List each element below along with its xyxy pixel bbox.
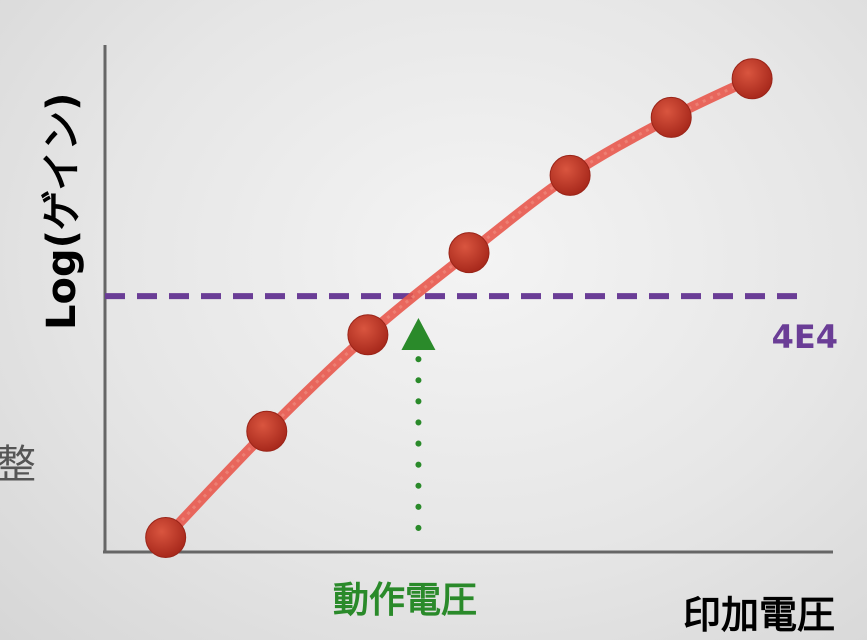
edge-text: 整: [0, 442, 36, 488]
data-point-5: [650, 96, 692, 138]
data-point-2: [347, 314, 389, 356]
series-line: [160, 73, 758, 543]
data-point-1: [246, 410, 288, 452]
data-point-4: [549, 154, 591, 196]
series-line-texture: [164, 77, 753, 539]
y-axis-label: Log(ゲイン): [39, 93, 85, 330]
data-point-6: [731, 58, 773, 100]
operating-voltage-label: 動作電圧: [333, 580, 477, 621]
operating-point-arrowhead: [401, 318, 436, 350]
reference-line-label: 4E4: [772, 318, 838, 356]
x-axis-label: 印加電圧: [683, 593, 835, 637]
data-point-0: [145, 517, 187, 559]
data-point-3: [448, 232, 490, 274]
